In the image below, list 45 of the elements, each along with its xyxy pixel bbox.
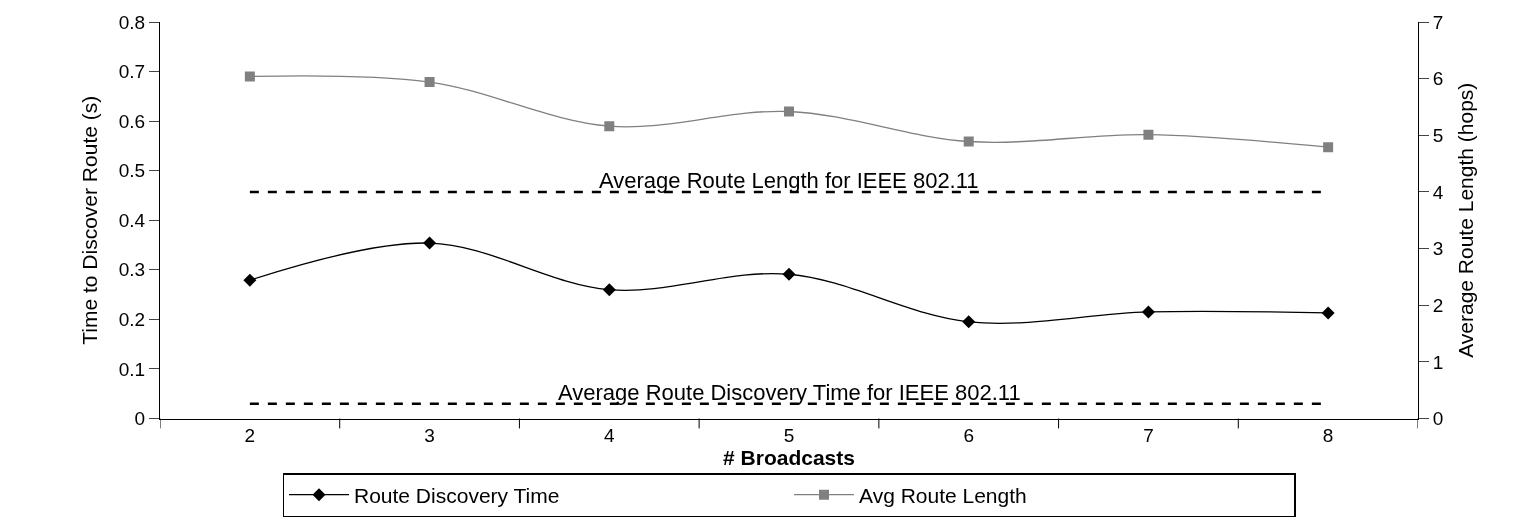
y-tick-label: 0.2 [118, 309, 146, 331]
point [1143, 129, 1154, 140]
point [1321, 306, 1335, 320]
legend-label: Route Discovery Time [354, 483, 560, 507]
y2-tick-label: 4 [1432, 181, 1444, 203]
y2-tick-label: 3 [1432, 238, 1444, 260]
y2-tick-label: 2 [1432, 294, 1444, 316]
y-tick-label: 0.4 [118, 209, 146, 231]
point [602, 283, 616, 297]
point [604, 121, 615, 132]
point [784, 106, 794, 117]
y2-tick-label: 6 [1432, 68, 1444, 90]
x-tick-label: 5 [783, 425, 795, 447]
y2-tick-label: 7 [1432, 11, 1444, 33]
point [244, 71, 255, 82]
point [962, 315, 976, 329]
point [424, 77, 435, 88]
y2-axis-title: Average Route Length (hops) [1454, 82, 1477, 358]
point [1141, 305, 1155, 319]
y-tick-label: 0.6 [118, 110, 146, 132]
point [963, 136, 974, 147]
x-tick-label: 3 [424, 425, 435, 447]
legend-label: Avg Route Length [859, 483, 1027, 507]
x-tick-label: 2 [244, 425, 256, 447]
y-tick-label: 0.5 [118, 160, 146, 182]
point [423, 236, 437, 250]
x-tick-label: 4 [604, 425, 615, 447]
y-tick-label: 0.3 [118, 259, 146, 281]
y-tick-label: 0.8 [118, 11, 146, 33]
x-tick-label: 7 [1143, 425, 1154, 447]
x-tick-label: 8 [1322, 425, 1334, 447]
ref-line-label: Average Route Discovery Time for IEEE 802.11 [558, 380, 1021, 405]
point [243, 273, 257, 287]
y-axis-title: Time to Discover Route (s) [77, 95, 101, 345]
y-tick-label: 0.1 [118, 358, 146, 380]
y2-tick-label: 1 [1432, 351, 1444, 373]
x-tick-label: 6 [963, 425, 974, 447]
point [1323, 142, 1334, 153]
x-axis-title: # Broadcasts [723, 446, 855, 470]
ref-line-label: Average Route Length for IEEE 802.11 [599, 168, 979, 193]
y-tick-label: 0 [134, 408, 146, 430]
y2-tick-label: 0 [1432, 408, 1444, 430]
y2-tick-label: 5 [1432, 124, 1444, 146]
y-tick-label: 0.7 [118, 61, 146, 83]
point [782, 267, 796, 281]
